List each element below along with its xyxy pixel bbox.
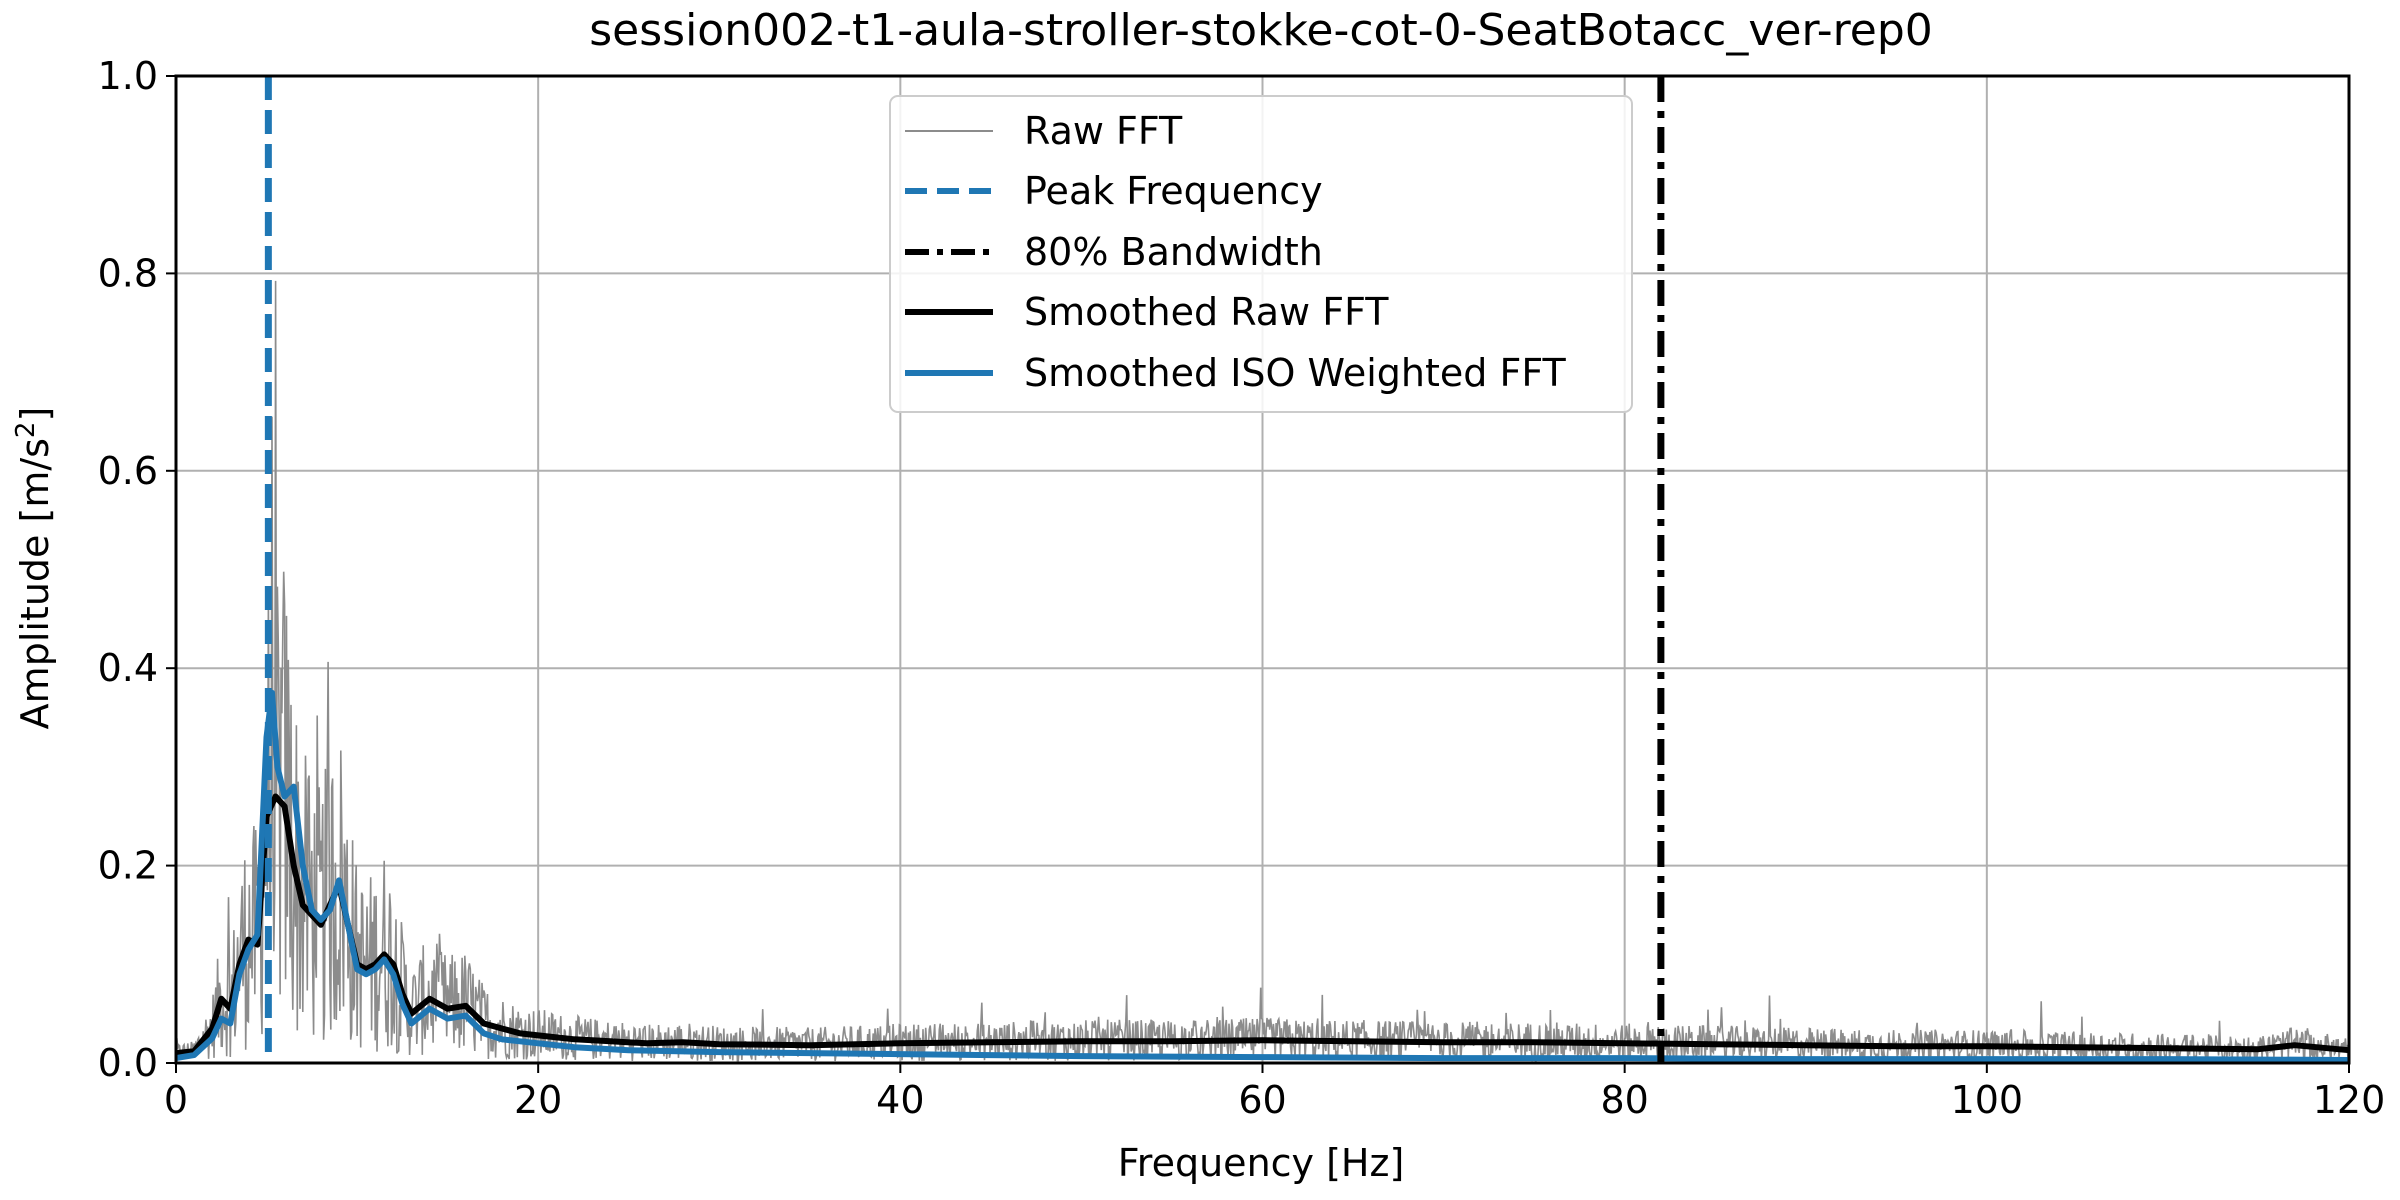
- legend-label-bandwidth: 80% Bandwidth: [1024, 230, 1323, 274]
- legend-label-peak: Peak Frequency: [1024, 169, 1323, 213]
- x-tick-label: 100: [1951, 1078, 2024, 1122]
- x-tick-label: 40: [876, 1078, 924, 1122]
- y-axis-label-end: ]: [13, 407, 57, 422]
- x-tick-label: 0: [164, 1078, 188, 1122]
- x-axis-label: Frequency [Hz]: [1118, 1141, 1405, 1185]
- y-tick-label: 0.8: [98, 251, 158, 295]
- smoothed-series: [175, 689, 2350, 1063]
- y-tick-label: 0.0: [98, 1041, 158, 1085]
- y-axis-label: Amplitude [m/s2]: [11, 407, 57, 730]
- y-axis-label-main: Amplitude [m/s: [13, 438, 57, 729]
- reference-lines: [264, 76, 1665, 1063]
- smoothed-iso-fft-line: [175, 689, 2350, 1063]
- chart-title: session002-t1-aula-stroller-stokke-cot-0…: [589, 5, 1933, 56]
- legend-label-smoothed-iso: Smoothed ISO Weighted FFT: [1024, 351, 1567, 395]
- legend-label-raw: Raw FFT: [1024, 109, 1183, 153]
- legend-label-smoothed-raw: Smoothed Raw FFT: [1024, 290, 1389, 334]
- x-tick-label: 80: [1600, 1078, 1648, 1122]
- legend-box: [889, 95, 1633, 413]
- x-tick-label: 60: [1238, 1078, 1286, 1122]
- y-tick-label: 0.4: [98, 646, 158, 690]
- x-tick-label: 20: [514, 1078, 562, 1122]
- y-tick-label: 0.2: [98, 844, 158, 888]
- raw-fft-series: [175, 280, 2350, 1064]
- y-tick-label: 0.6: [98, 449, 158, 493]
- tick-labels: 0 20 40 60 80 100 120 0.0 0.2 0.4 0.6 0.8 1.0: [98, 54, 2386, 1122]
- raw-fft-line: [175, 280, 2350, 1064]
- y-tick-label: 1.0: [98, 54, 158, 98]
- x-tick-label: 120: [2313, 1078, 2386, 1122]
- y-axis-label-sup: 2: [11, 422, 41, 439]
- smoothed-raw-fft-line: [175, 793, 2350, 1057]
- legend: Raw FFT Peak Frequency 80% Bandwidth Smo…: [889, 95, 1633, 413]
